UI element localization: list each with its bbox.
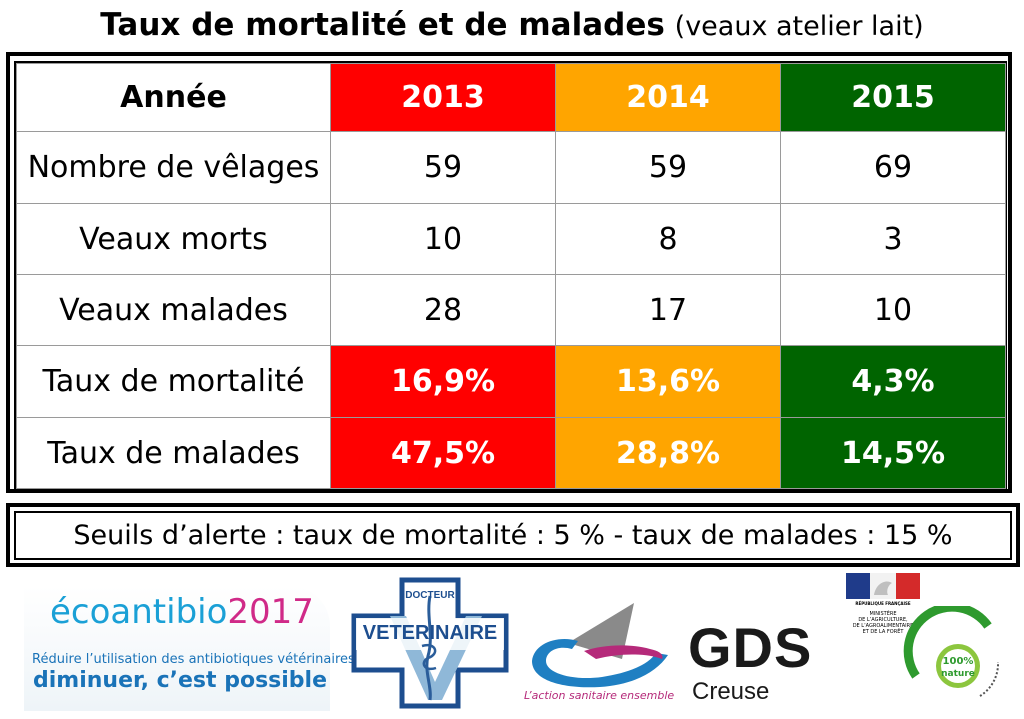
table-row: Taux de malades 47,5% 28,8% 14,5% (16, 417, 1006, 489)
cell-taux-mortalite-2013: 16,9% (330, 345, 556, 418)
badge-text-nature: nature (941, 669, 975, 679)
veterinaire-label: VETERINAIRE (362, 622, 498, 644)
action-sanitaire-tagline: L’action sanitaire ensemble (524, 689, 675, 702)
enseignement-agricole-badge-icon: 100% nature (903, 602, 1000, 697)
badge-text: 100% (943, 656, 974, 667)
cell-taux-mortalite-2014: 13,6% (555, 345, 781, 418)
ecoantibio-tagline-2: diminuer, c’est possible (32, 668, 328, 693)
veterinary-cross-icon (351, 577, 509, 709)
header-cell-year-label: Année (16, 63, 331, 132)
table-row: Veaux malades 28 17 10 (16, 274, 1006, 346)
ecoantibio-tagline-1: Réduire l’utilisation des antibiotiques … (32, 652, 364, 667)
table-outer-frame (6, 52, 1012, 493)
cell-taux-malades-2015: 14,5% (780, 417, 1006, 489)
gds-subtitle: Creuse (692, 678, 770, 705)
action-sanitaire-logo: L’action sanitaire ensemble (524, 603, 674, 709)
cell-velages-2014: 59 (555, 131, 781, 204)
gds-creuse-logo: GDS Creuse (688, 618, 828, 710)
ministere-logo: RÉPUBLIQUE FRANÇAISE MINISTÈRE DE L’AGRI… (838, 571, 928, 651)
cell-malades-2015: 10 (780, 274, 1006, 346)
header-cell-2014: 2014 (555, 63, 781, 132)
table-row: Taux de mortalité 16,9% 13,6% 4,3% (16, 345, 1006, 418)
ecoantibio-brand: écoantibio2017 (50, 590, 314, 634)
cell-taux-malades-2014: 28,8% (555, 417, 781, 489)
header-cell-2013: 2013 (330, 63, 556, 132)
alert-outer-frame (6, 503, 1020, 567)
cell-malades-2014: 17 (555, 274, 781, 346)
gds-title: GDS (688, 616, 813, 679)
cell-morts-2014: 8 (555, 203, 781, 275)
ecoantibio-brand-part1: écoantibio (50, 592, 228, 632)
table-row: Veaux morts 10 8 3 (16, 203, 1006, 275)
marianne-flag-icon (846, 573, 920, 599)
row-label-taux-malades: Taux de malades (16, 417, 331, 489)
title-main: Taux de mortalité et de malades (100, 7, 665, 43)
alert-thresholds: Seuils d’alerte : taux de mortalité : 5 … (14, 511, 1012, 560)
row-label-veaux-malades: Veaux malades (16, 274, 331, 346)
ecoantibio-brand-part2: 2017 (227, 592, 314, 632)
cell-velages-2013: 59 (330, 131, 556, 204)
row-label-velages: Nombre de vêlages (16, 131, 331, 204)
page-title: Taux de mortalité et de malades (veaux a… (0, 6, 1024, 46)
republique-label: RÉPUBLIQUE FRANÇAISE (855, 601, 911, 606)
cell-morts-2013: 10 (330, 203, 556, 275)
row-label-veaux-morts: Veaux morts (16, 203, 331, 275)
cell-velages-2015: 69 (780, 131, 1006, 204)
table-inner-frame (14, 61, 1007, 490)
mortality-table: Année 2013 2014 2015 Nombre de vêlages 5… (16, 63, 1006, 489)
action-sanitaire-swoosh-icon (532, 603, 668, 688)
cell-malades-2013: 28 (330, 274, 556, 346)
table-row: Nombre de vêlages 59 59 69 (16, 131, 1006, 204)
enseignement-agricole-logo: 100% nature (902, 602, 1010, 714)
cell-taux-mortalite-2015: 4,3% (780, 345, 1006, 418)
ministere-name: MINISTÈRE DE L’AGRICULTURE, DE L’AGROALI… (852, 611, 914, 635)
row-label-taux-mortalite: Taux de mortalité (16, 345, 331, 418)
table-header-row: Année 2013 2014 2015 (16, 63, 1006, 132)
ecoantibio-logo: écoantibio2017 Réduire l’utilisation des… (24, 586, 364, 711)
header-cell-2015: 2015 (780, 63, 1006, 132)
title-subtitle: (veaux atelier lait) (674, 11, 924, 42)
cell-taux-malades-2013: 47,5% (330, 417, 556, 489)
docteur-label: DOCTEUR (405, 590, 455, 601)
docteur-veterinaire-logo: DOCTEUR VETERINAIRE (350, 576, 510, 710)
cell-morts-2015: 3 (780, 203, 1006, 275)
